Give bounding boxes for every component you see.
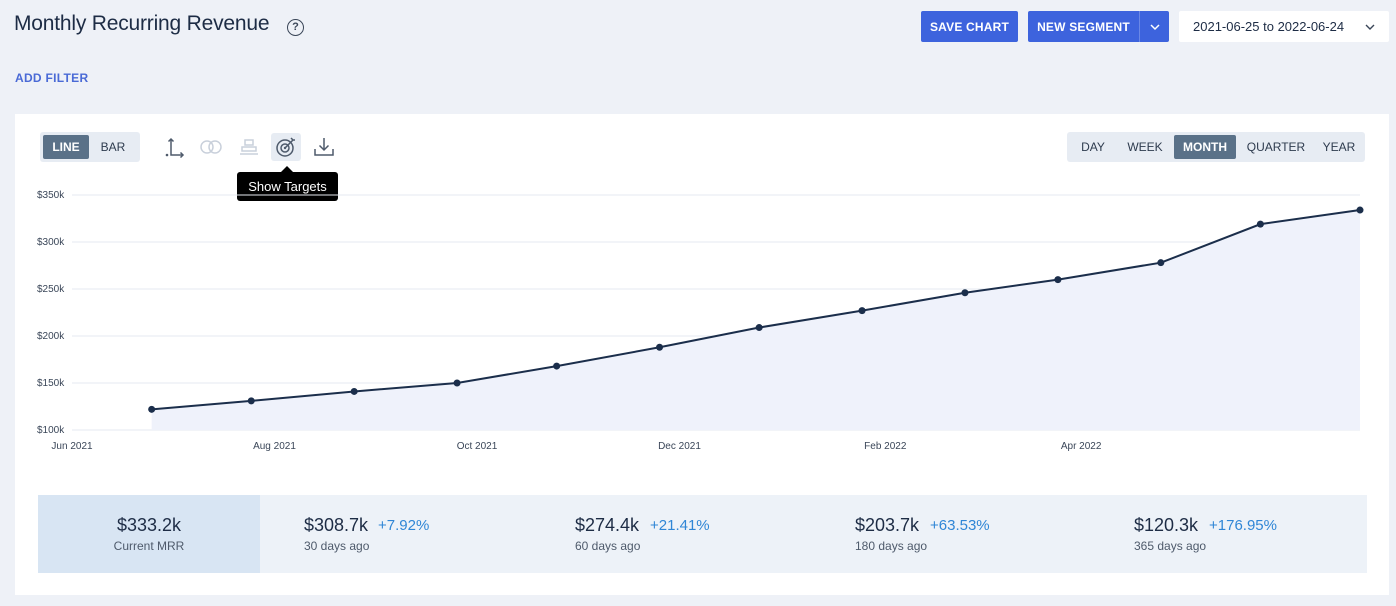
new-segment-dropdown-button[interactable] bbox=[1139, 11, 1169, 42]
stat-label: 60 days ago bbox=[575, 539, 641, 553]
interval-day-button[interactable]: DAY bbox=[1081, 140, 1105, 154]
page-title: Monthly Recurring Revenue bbox=[14, 12, 270, 35]
target-icon[interactable] bbox=[271, 133, 301, 161]
x-tick-label: Oct 2021 bbox=[457, 441, 498, 452]
new-segment-button[interactable]: NEW SEGMENT bbox=[1028, 11, 1139, 42]
data-point bbox=[553, 362, 561, 370]
date-range-picker[interactable]: 2021-06-25 to 2022-06-24 bbox=[1179, 11, 1389, 42]
y-tick-label: $300k bbox=[37, 237, 65, 248]
interval-quarter-button[interactable]: QUARTER bbox=[1246, 140, 1306, 154]
data-point bbox=[148, 405, 156, 413]
data-point bbox=[453, 379, 461, 387]
x-tick-label: Dec 2021 bbox=[658, 441, 701, 452]
bar-chart-button[interactable]: BAR bbox=[100, 140, 126, 154]
save-chart-button[interactable]: SAVE CHART bbox=[921, 11, 1018, 42]
data-point bbox=[1356, 206, 1364, 214]
chevron-down-icon bbox=[1149, 23, 1160, 30]
stat-value: $308.7k bbox=[304, 515, 369, 535]
y-tick-label: $200k bbox=[37, 331, 65, 342]
axis-icon[interactable] bbox=[159, 133, 189, 161]
data-point bbox=[350, 387, 358, 395]
stack-icon[interactable] bbox=[234, 133, 264, 161]
interval-week-button[interactable]: WEEK bbox=[1127, 140, 1163, 154]
help-icon[interactable]: ? bbox=[287, 19, 304, 36]
stat-label: 30 days ago bbox=[304, 539, 370, 553]
stat-label: 365 days ago bbox=[1134, 539, 1207, 553]
chart-type-toggle: LINE BAR bbox=[40, 132, 140, 162]
interval-year-button[interactable]: YEAR bbox=[1322, 140, 1356, 154]
x-tick-label: Feb 2022 bbox=[864, 441, 907, 452]
date-range-label: 2021-06-25 to 2022-06-24 bbox=[1193, 19, 1345, 34]
data-point bbox=[755, 324, 763, 332]
data-point bbox=[1157, 259, 1165, 267]
y-tick-label: $150k bbox=[37, 378, 65, 389]
download-icon[interactable] bbox=[309, 133, 339, 161]
y-tick-label: $250k bbox=[37, 284, 65, 295]
data-point bbox=[656, 343, 664, 351]
stat-value: $120.3k bbox=[1134, 515, 1199, 535]
interval-toggle: DAY WEEK MONTH QUARTER YEAR bbox=[1067, 132, 1365, 162]
current-mrr-label: Current MRR bbox=[113, 539, 185, 553]
interval-month-button[interactable]: MONTH bbox=[1174, 135, 1236, 159]
x-tick-label: Jun 2021 bbox=[51, 441, 93, 452]
y-tick-label: $100k bbox=[37, 425, 65, 436]
current-mrr-value: $333.2k bbox=[116, 515, 182, 535]
stat-change: +176.95% bbox=[1209, 517, 1277, 534]
data-point bbox=[247, 397, 255, 405]
stats-bar: $333.2k Current MRR $308.7k +7.92% 30 da… bbox=[38, 495, 1367, 573]
chevron-down-icon bbox=[1365, 24, 1375, 30]
y-tick-label: $350k bbox=[37, 190, 65, 201]
data-point bbox=[961, 289, 969, 297]
data-point bbox=[1054, 276, 1062, 284]
stat-change: +7.92% bbox=[378, 517, 430, 534]
data-point bbox=[1256, 220, 1264, 228]
compare-icon[interactable] bbox=[196, 133, 226, 161]
stat-value: $203.7k bbox=[855, 515, 920, 535]
mrr-line-chart: $100k $150k $200k $250k $300k $350k Jun 2021 Au… bbox=[37, 190, 1364, 452]
add-filter-link[interactable]: ADD FILTER bbox=[15, 71, 89, 85]
x-tick-label: Apr 2022 bbox=[1061, 441, 1102, 452]
area-fill bbox=[151, 210, 1360, 430]
stat-change: +21.41% bbox=[650, 517, 710, 534]
stat-change: +63.53% bbox=[930, 517, 990, 534]
x-tick-label: Aug 2021 bbox=[253, 441, 296, 452]
current-mrr-stat: $333.2k Current MRR bbox=[38, 495, 260, 573]
show-targets-tooltip: Show Targets bbox=[237, 166, 338, 201]
line-chart-button[interactable]: LINE bbox=[43, 135, 89, 159]
stat-label: 180 days ago bbox=[855, 539, 928, 553]
data-point bbox=[858, 307, 866, 315]
stat-value: $274.4k bbox=[575, 515, 640, 535]
